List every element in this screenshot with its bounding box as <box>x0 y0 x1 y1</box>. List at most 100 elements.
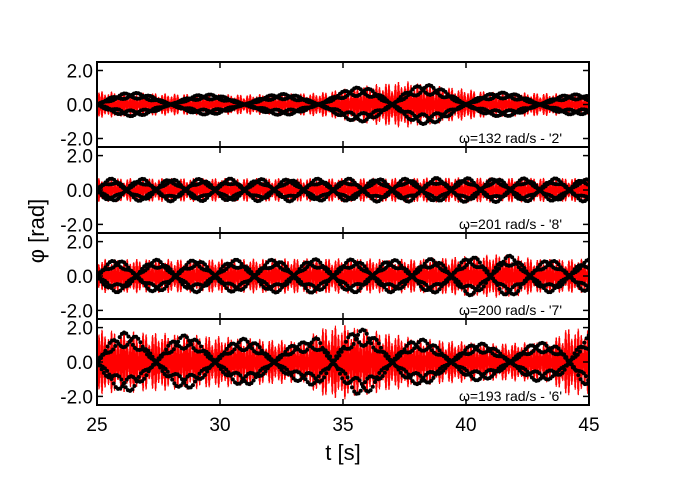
panel-3-measurement-point <box>463 289 468 294</box>
panel-3-measurement-point <box>356 288 361 293</box>
panel-4-measurement-point <box>376 341 381 346</box>
panel-4-measurement-point <box>421 375 426 380</box>
panel-4-measurement-point <box>577 349 582 354</box>
panel-4-measurement-point <box>582 340 587 345</box>
panel-4-measurement-point <box>404 369 409 374</box>
panel-3-measurement-point <box>287 279 292 284</box>
panel-4-measurement-point <box>236 340 241 345</box>
panel-4-measurement-point <box>335 356 340 361</box>
panel-4-measurement-point <box>560 370 565 375</box>
panel-3-measurement-point <box>556 262 561 267</box>
panel-4-measurement-point <box>372 380 377 385</box>
panel-3-measurement-point <box>471 290 476 295</box>
panel-3-y-tick-label: 2.0 <box>67 233 93 254</box>
panel-4-measurement-point <box>117 335 122 340</box>
panel-3-measurement-point <box>505 286 510 291</box>
panel-4-measurement-point <box>230 377 235 382</box>
panel-3-measurement-point <box>485 269 490 274</box>
panel-4-measurement-point <box>263 369 268 374</box>
panel-3-measurement-point <box>456 279 461 284</box>
panel-3-y-tick-label: 0.0 <box>67 267 93 288</box>
panel-4-measurement-point <box>425 341 430 346</box>
panel-3-measurement-point <box>443 266 448 271</box>
panel-4-measurement-point <box>380 374 385 379</box>
panel-3-measurement-point <box>305 265 310 270</box>
panel-4-measurement-point <box>351 342 356 346</box>
panel-4-measurement-point <box>581 371 586 376</box>
x-tick-label: 40 <box>455 415 476 436</box>
panel-3-plot-area <box>97 253 589 298</box>
panel-4-measurement-point <box>199 344 204 349</box>
panel-4-measurement-point <box>105 344 110 349</box>
panel-2-measurement-point <box>530 195 535 200</box>
panel-4-measurement-point <box>569 362 574 367</box>
panel-4-measurement-point <box>224 367 229 372</box>
panel-4-measurement-point <box>176 339 181 344</box>
panel-4-measurement-point <box>368 388 373 393</box>
panel-4-measurement-point <box>423 338 428 343</box>
panel-4-measurement-point <box>186 343 191 348</box>
panel-4-measurement-point <box>350 385 355 390</box>
panel-3-measurement-point <box>493 265 498 270</box>
panel-4-measurement-point <box>356 391 361 396</box>
panel-4-measurement-point <box>429 378 434 383</box>
panel-3-measurement-point <box>277 288 282 293</box>
panel-3-measurement-point <box>445 279 450 284</box>
panel-4-measurement-point <box>177 374 182 379</box>
panel-4-measurement-point <box>312 381 317 385</box>
panel-1-y-tick-label: -2.0 <box>60 130 93 151</box>
panel-2-measurement-point <box>473 194 478 199</box>
panel-4-measurement-point <box>365 340 370 345</box>
panel-4-measurement-point <box>356 332 361 337</box>
panel-4-measurement-point <box>182 380 187 385</box>
panel-2-measurement-point <box>118 194 123 199</box>
panel-4-measurement-point <box>138 340 143 345</box>
panel-4-measurement-point <box>556 346 561 351</box>
panel-4-measurement-point <box>311 373 316 378</box>
panel-4-measurement-point <box>130 387 135 392</box>
panel-4-measurement-point <box>224 346 229 351</box>
panel-4-measurement-point <box>362 385 367 390</box>
panel-4-measurement-point <box>193 379 198 384</box>
panel-4-measurement-point <box>189 342 194 347</box>
panel-3-measurement-point <box>457 263 462 268</box>
panel-4-measurement-point <box>190 383 195 388</box>
panel-3-measurement-point <box>403 282 408 287</box>
panel-4-measurement-point <box>117 374 122 379</box>
panel-4-annotation: ω=193 rad/s - '6' <box>459 388 562 404</box>
panel-3-measurement-point <box>464 263 469 268</box>
panel-4-measurement-point <box>386 354 391 359</box>
panel-4-measurement-point <box>239 379 244 384</box>
panel-4-measurement-point <box>148 351 153 356</box>
panel-4-measurement-point <box>144 373 149 378</box>
panel-4-measurement-point <box>171 347 176 352</box>
panel-3-measurement-point <box>518 285 523 290</box>
panel-4-measurement-point <box>257 345 262 350</box>
panel-1-measurement-point <box>431 85 436 90</box>
panel-4-measurement-point <box>398 353 403 358</box>
panel-4-measurement-point <box>165 369 170 374</box>
panel-4-measurement-point <box>164 347 169 352</box>
panel-4-measurement-point <box>316 337 321 342</box>
panel-4-measurement-point <box>325 350 330 355</box>
panel-4-measurement-point <box>289 373 294 378</box>
panel-3-measurement-point <box>523 279 528 284</box>
panel-4-measurement-point <box>245 339 250 344</box>
panel-2-y-tick-label: 0.0 <box>67 181 93 202</box>
panel-4-measurement-point <box>309 340 314 345</box>
panel-3-measurement-point <box>397 260 402 265</box>
panel-4-measurement-point <box>99 356 104 361</box>
panel-3-measurement-point <box>422 261 427 266</box>
panel-4-measurement-point <box>378 345 383 350</box>
panel-4-measurement-point <box>358 388 363 393</box>
panel-3-measurement-point <box>208 279 213 284</box>
panel-4-measurement-point <box>232 347 237 352</box>
panel-3-measurement-point <box>497 266 502 271</box>
panel-4-measurement-point <box>431 375 436 380</box>
panel-4-measurement-point <box>208 354 213 359</box>
panel-3-measurement-point <box>205 265 210 270</box>
panel-4-y-tick-label: 0.0 <box>67 353 93 374</box>
panel-4-measurement-point <box>132 383 137 388</box>
panel-4-measurement-point <box>583 374 588 379</box>
panel-4-measurement-point <box>357 378 362 383</box>
